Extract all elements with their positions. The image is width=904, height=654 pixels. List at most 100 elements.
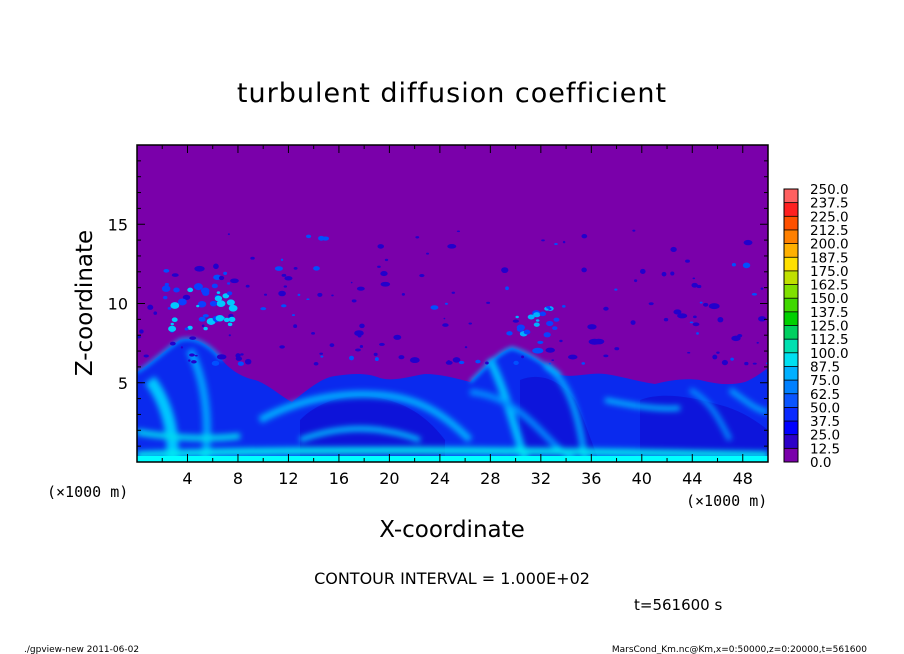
eddy-patch bbox=[193, 283, 203, 291]
colorbar-label: 12.5 bbox=[810, 441, 840, 457]
eddy-patch bbox=[167, 307, 172, 310]
eddy-patch bbox=[244, 358, 252, 365]
colorbar-swatch bbox=[784, 229, 798, 244]
eddy-patch bbox=[202, 290, 210, 296]
eddy-patch bbox=[147, 304, 154, 310]
colorbar-label: 112.5 bbox=[810, 332, 849, 348]
eddy-patch bbox=[306, 298, 310, 301]
eddy-patch bbox=[274, 266, 283, 271]
eddy-patch bbox=[468, 322, 473, 325]
eddy-patch bbox=[444, 302, 448, 305]
x-tick-label: 24 bbox=[430, 469, 450, 488]
eddy-patch bbox=[216, 300, 226, 308]
eddy-patch bbox=[543, 332, 551, 338]
eddy-patch bbox=[464, 346, 468, 349]
eddy-patches bbox=[137, 229, 768, 366]
eddy-patch bbox=[559, 339, 563, 343]
eddy-patch bbox=[712, 354, 718, 360]
eddy-patch bbox=[661, 271, 667, 277]
eddy-patch bbox=[756, 341, 759, 344]
colorbar-swatch bbox=[784, 421, 798, 435]
eddy-patch bbox=[153, 311, 158, 315]
colorbar-swatch bbox=[784, 380, 798, 394]
eddy-patch bbox=[535, 319, 540, 322]
colorbar-swatch bbox=[784, 352, 798, 367]
colorbar-swatch bbox=[784, 311, 798, 326]
colorbar-label: 125.0 bbox=[810, 319, 849, 335]
eddy-patch bbox=[663, 317, 669, 322]
eddy-patch bbox=[689, 321, 694, 324]
eddy-patch bbox=[356, 286, 365, 291]
colorbar-label: 250.0 bbox=[810, 182, 849, 198]
eddy-patch bbox=[603, 354, 609, 358]
wave-crest-edges bbox=[137, 337, 561, 384]
eddy-patch bbox=[199, 304, 204, 308]
chart-title: turbulent diffusion coefficient bbox=[237, 78, 667, 109]
eddy-patch bbox=[716, 351, 720, 354]
eddy-patch bbox=[279, 345, 285, 349]
eddy-patch bbox=[501, 267, 509, 274]
eddy-patch bbox=[533, 312, 541, 318]
eddy-patch bbox=[171, 317, 178, 322]
eddy-patch bbox=[670, 246, 677, 253]
eddy-patch bbox=[374, 357, 379, 362]
eddy-patch bbox=[744, 361, 749, 366]
eddy-patch bbox=[227, 233, 230, 236]
eddy-patch bbox=[443, 317, 446, 320]
eddy-patch bbox=[173, 287, 180, 293]
eddy-patch bbox=[587, 324, 597, 330]
eddy-patch bbox=[458, 360, 465, 365]
eddy-patch bbox=[228, 316, 236, 323]
boundary-layer bbox=[137, 339, 768, 462]
eddy-patch bbox=[139, 329, 144, 334]
colorbar: 0.012.525.037.550.062.575.087.5100.0112.… bbox=[783, 182, 849, 471]
eddy-patch bbox=[211, 360, 220, 366]
eddy-patch bbox=[180, 346, 184, 349]
eddy-patch bbox=[329, 343, 335, 348]
eddy-patch bbox=[161, 285, 171, 292]
x-unit-right: (×1000 m) bbox=[686, 492, 767, 510]
colorbar-swatch bbox=[784, 216, 798, 230]
eddy-patch bbox=[603, 306, 609, 311]
eddy-patch bbox=[515, 315, 519, 319]
eddy-patch bbox=[379, 342, 385, 346]
colorbar-swatch bbox=[784, 325, 798, 340]
eddy-patch bbox=[263, 293, 268, 296]
eddy-patch bbox=[216, 291, 221, 294]
eddy-patch bbox=[319, 352, 324, 355]
colorbar-swatch bbox=[784, 393, 798, 408]
x-tick-label: 44 bbox=[682, 469, 702, 488]
y-axis: 5 10 15 bbox=[108, 160, 768, 447]
eddy-patch bbox=[687, 351, 691, 354]
eddy-patch bbox=[163, 268, 170, 273]
eddy-patch bbox=[730, 357, 734, 361]
eddy-patch bbox=[751, 292, 758, 296]
eddy-patch bbox=[532, 347, 544, 354]
eddy-patch bbox=[731, 262, 736, 267]
y-tick-label: 15 bbox=[108, 215, 128, 234]
eddy-patch bbox=[553, 317, 560, 322]
eddy-patch bbox=[419, 273, 425, 278]
colorbar-swatch bbox=[784, 189, 798, 203]
footer-right: MarsCond_Km.nc@Km,x=0:50000,z=0:20000,t=… bbox=[612, 645, 867, 654]
eddy-patch bbox=[359, 323, 365, 329]
eddy-patch bbox=[380, 281, 391, 287]
colorbar-label: 100.0 bbox=[810, 346, 849, 362]
eddy-patch bbox=[317, 292, 323, 297]
colorbar-label: 175.0 bbox=[810, 264, 849, 280]
eddy-patch bbox=[226, 299, 235, 306]
eddy-patch bbox=[164, 282, 169, 287]
eddy-patch bbox=[447, 244, 457, 249]
high-diffusion-streaks bbox=[137, 348, 768, 462]
eddy-patch bbox=[634, 279, 638, 283]
eddy-patch bbox=[177, 298, 187, 306]
eddy-patch bbox=[546, 320, 554, 327]
colorbar-label: 200.0 bbox=[810, 237, 849, 253]
x-tick-label: 40 bbox=[632, 469, 652, 488]
eddy-patch bbox=[221, 316, 225, 319]
colorbar-swatch bbox=[784, 202, 798, 217]
eddy-patch bbox=[191, 360, 197, 364]
eddy-patch bbox=[377, 265, 381, 268]
eddy-patch bbox=[137, 335, 142, 339]
eddy-patch bbox=[203, 326, 208, 331]
